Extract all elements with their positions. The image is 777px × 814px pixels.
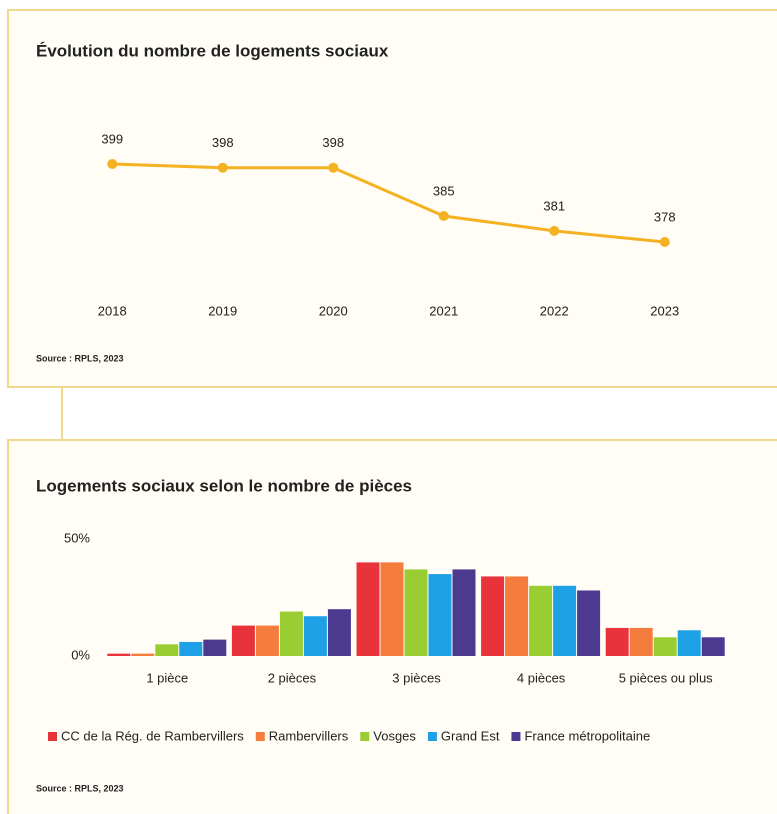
chart-title: Logements sociaux selon le nombre de piè… xyxy=(36,476,412,495)
legend-label: France métropolitaine xyxy=(524,728,650,743)
bar xyxy=(231,625,255,656)
x-tick-label: 1 pièce xyxy=(146,670,188,685)
y-tick-label: 50% xyxy=(64,530,90,545)
bar xyxy=(653,637,677,656)
legend-label: Grand Est xyxy=(441,728,500,743)
source: Source : RPLS, 2023 xyxy=(36,783,124,793)
bar xyxy=(529,585,553,656)
data-label: 398 xyxy=(322,135,344,150)
legend-swatch xyxy=(427,732,437,741)
y-tick-label: 0% xyxy=(71,647,90,662)
bar xyxy=(701,637,725,656)
bar xyxy=(131,653,155,656)
bar xyxy=(356,562,380,656)
x-tick-label: 3 pièces xyxy=(392,670,441,685)
bar xyxy=(279,611,303,656)
x-tick-label: 2023 xyxy=(650,303,679,318)
legend-swatch xyxy=(511,732,521,741)
bar xyxy=(629,627,653,656)
bar xyxy=(428,574,452,656)
legend-swatch xyxy=(255,732,265,741)
x-tick-label: 2020 xyxy=(319,303,348,318)
point xyxy=(328,162,339,173)
bar xyxy=(327,609,351,656)
line xyxy=(112,162,665,244)
bar xyxy=(452,569,476,656)
x-tick-label: 2019 xyxy=(208,303,237,318)
legend-label: CC de la Rég. de Rambervillers xyxy=(61,728,244,743)
bar xyxy=(303,616,327,656)
data-label: 381 xyxy=(543,198,565,213)
bar xyxy=(179,641,203,656)
bar xyxy=(107,653,131,656)
bar xyxy=(404,569,428,656)
bar xyxy=(553,585,577,656)
bar xyxy=(677,630,701,656)
data-label: 398 xyxy=(212,135,234,150)
point xyxy=(107,159,118,169)
x-tick-label: 2021 xyxy=(429,303,458,318)
bar xyxy=(505,576,529,656)
data-label: 378 xyxy=(654,209,676,224)
x-tick-label: 2 pièces xyxy=(268,670,317,685)
panel xyxy=(7,9,777,388)
bar xyxy=(380,562,404,656)
legend-swatch xyxy=(48,732,57,741)
x-tick-label: 2022 xyxy=(540,303,569,318)
bar xyxy=(481,576,505,656)
x-tick-label: 4 pièces xyxy=(517,670,566,685)
x-tick-label: 2018 xyxy=(98,303,127,318)
bar xyxy=(255,625,279,656)
legend-label: Vosges xyxy=(373,728,416,743)
point xyxy=(549,225,560,236)
source: Source : RPLS, 2023 xyxy=(36,353,124,363)
legend-swatch xyxy=(360,732,370,741)
point xyxy=(659,237,670,247)
bar xyxy=(155,644,179,656)
x-tick-label: 5 pièces ou plus xyxy=(619,670,713,685)
data-label: 399 xyxy=(101,131,123,146)
bar xyxy=(203,639,227,656)
chart-title: Évolution du nombre de logements sociaux xyxy=(36,41,389,60)
bar xyxy=(605,627,629,656)
point xyxy=(438,211,449,221)
point xyxy=(217,162,228,173)
data-label: 385 xyxy=(433,183,455,198)
bar xyxy=(577,590,601,656)
legend-label: Rambervillers xyxy=(269,728,349,743)
